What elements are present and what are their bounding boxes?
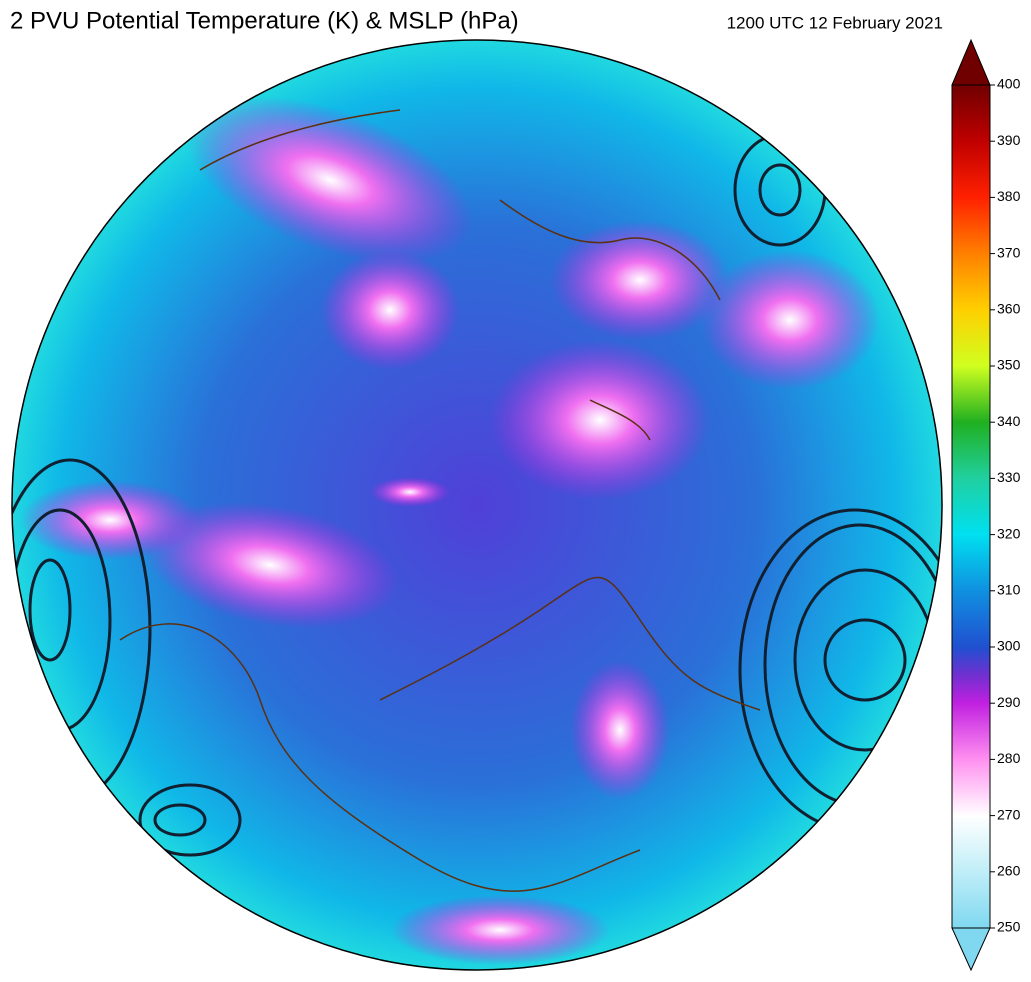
colorbar-tick-label: 330 (997, 469, 1021, 485)
valid-time: 1200 UTC 12 February 2021 (727, 13, 943, 32)
colorbar-tick-label: 270 (997, 806, 1021, 822)
colorbar-tick-label: 400 (997, 76, 1021, 92)
colorbar-tick-label: 250 (997, 919, 1021, 935)
map-title: 2 PVU Potential Temperature (K) & MSLP (… (10, 7, 519, 34)
colorbar-tick-label: 260 (997, 863, 1021, 879)
colorbar-tick-label: 280 (997, 750, 1021, 766)
colorbar-tick-label: 350 (997, 357, 1021, 373)
colorbar-tick-label: 290 (997, 694, 1021, 710)
colorbar-tick-label: 320 (997, 525, 1021, 541)
globe-outline (11, 39, 943, 971)
colorbar-tick-label: 360 (997, 301, 1021, 317)
colorbar-tick-label: 340 (997, 413, 1021, 429)
colorbar (951, 38, 991, 972)
colorbar-tick-label: 390 (997, 132, 1021, 148)
colorbar-tick-label: 310 (997, 582, 1021, 598)
colorbar-tick-label: 370 (997, 244, 1021, 260)
colorbar-tick-label: 380 (997, 188, 1021, 204)
colorbar-tick-label: 300 (997, 638, 1021, 654)
